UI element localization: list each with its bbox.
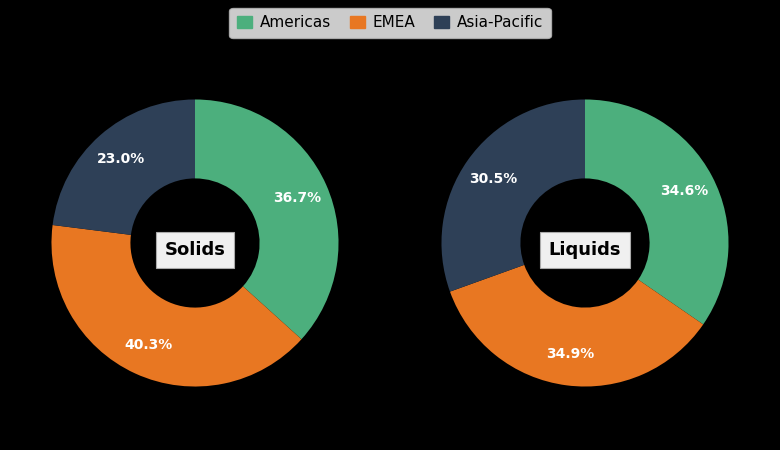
Text: Solids: Solids bbox=[165, 241, 225, 259]
Legend: Americas, EMEA, Asia-Pacific: Americas, EMEA, Asia-Pacific bbox=[229, 8, 551, 38]
Text: 34.6%: 34.6% bbox=[660, 184, 708, 198]
Wedge shape bbox=[195, 99, 339, 339]
Text: 30.5%: 30.5% bbox=[470, 171, 518, 186]
Text: 36.7%: 36.7% bbox=[273, 190, 321, 205]
Wedge shape bbox=[441, 99, 585, 292]
Text: 40.3%: 40.3% bbox=[124, 338, 172, 352]
Wedge shape bbox=[51, 225, 301, 387]
Wedge shape bbox=[450, 265, 704, 387]
Wedge shape bbox=[52, 99, 195, 235]
Wedge shape bbox=[585, 99, 729, 324]
Text: 34.9%: 34.9% bbox=[547, 347, 594, 361]
Text: Liquids: Liquids bbox=[549, 241, 621, 259]
Text: 23.0%: 23.0% bbox=[97, 152, 145, 166]
